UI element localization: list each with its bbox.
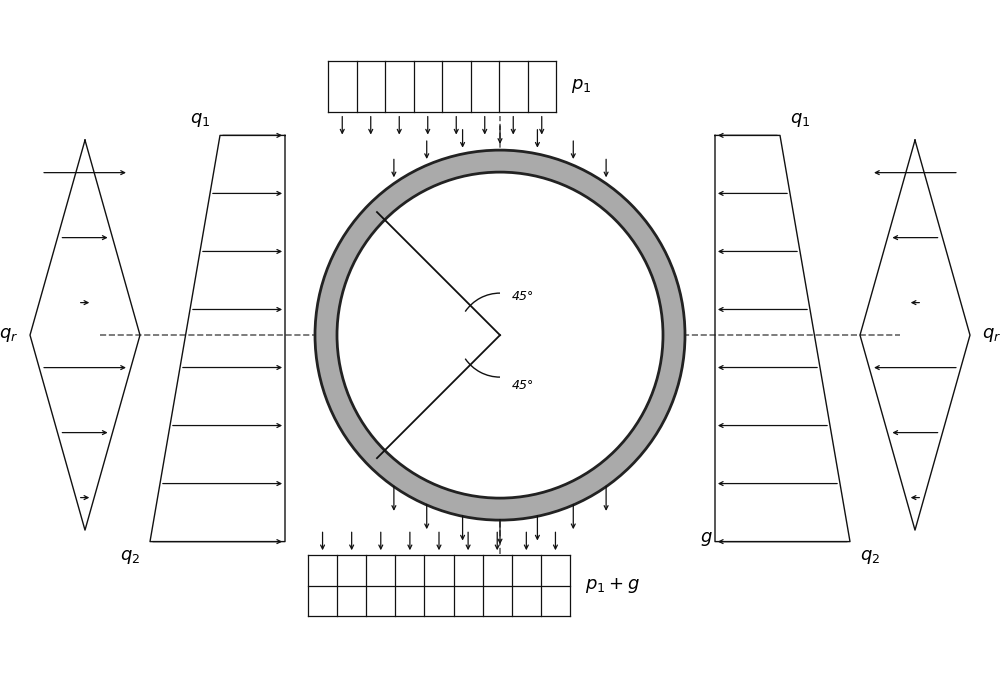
Text: 45°: 45° [512, 379, 534, 392]
Text: $q_1$: $q_1$ [790, 110, 810, 129]
Text: $g$: $g$ [700, 530, 713, 548]
Ellipse shape [315, 150, 685, 520]
Text: $q_1$: $q_1$ [190, 110, 210, 129]
Text: $p_1$: $p_1$ [571, 77, 591, 95]
Text: $q_r$: $q_r$ [0, 326, 18, 344]
Text: $q_2$: $q_2$ [120, 548, 140, 567]
Ellipse shape [337, 172, 663, 498]
Text: $q_r$: $q_r$ [982, 326, 1000, 344]
Text: $q_2$: $q_2$ [860, 548, 880, 567]
Text: 45°: 45° [512, 290, 534, 303]
Text: $p_1+g$: $p_1+g$ [585, 576, 640, 595]
